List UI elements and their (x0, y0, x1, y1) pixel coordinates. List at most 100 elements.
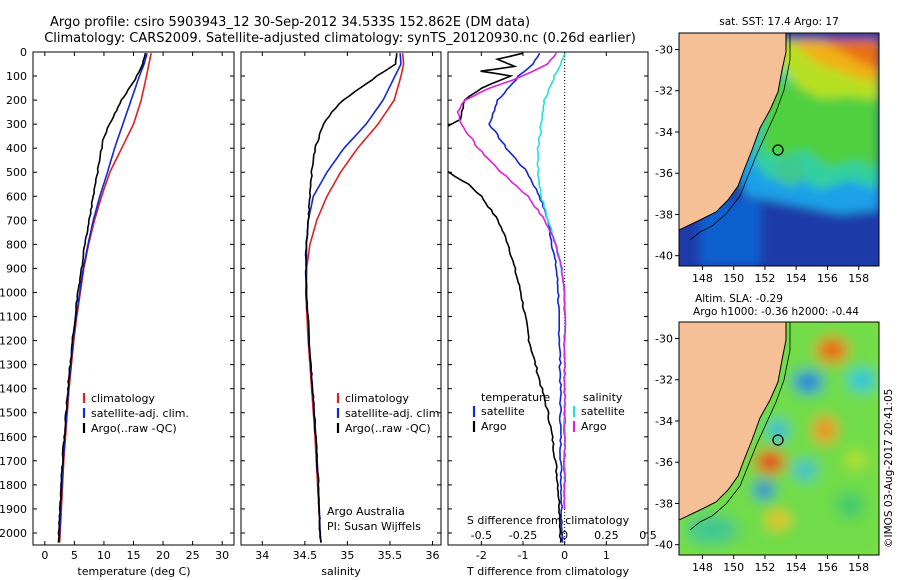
sla-map-ticks: -30 -32 -34 -36 -38 -40 148 150 152 154 156 158 (655, 332, 869, 574)
salinity-axes (240, 51, 442, 546)
depth-tick-label: 1100 (0, 311, 27, 324)
x-tick-label: 30 (215, 549, 229, 562)
depth-tick-label: 1600 (0, 431, 27, 444)
x-tick-label: 1 (603, 549, 610, 562)
depth-tick-label: 700 (6, 214, 27, 227)
map-lon-label: 154 (786, 561, 807, 574)
legend-label-argo: Argo(..raw -QC) (345, 422, 431, 435)
t-difference-axis-label: T difference from climatology (466, 565, 629, 578)
map-lat-label: -32 (655, 374, 673, 387)
series-line-argo (57, 53, 147, 543)
map-lat-label: -30 (655, 332, 673, 345)
map-lat-label: -38 (655, 208, 673, 221)
x-tick-label: -1 (518, 549, 529, 562)
legend-label-argo: Argo(..raw -QC) (91, 422, 177, 435)
map-lat-label: -30 (655, 43, 673, 56)
temperature-legend: climatology satellite-adj. clim. Argo(..… (82, 392, 189, 435)
s-diff-tick-label: -0.5 (471, 529, 492, 542)
map-lon-label: 150 (723, 561, 744, 574)
s-diff-tick-label: -0.25 (509, 529, 537, 542)
s-diff-tick-label: 0.5 (639, 529, 657, 542)
depth-tick-label: 900 (6, 262, 27, 275)
depth-tick-label: 800 (6, 238, 27, 251)
depth-tick-label: 0 (20, 46, 27, 59)
sst-map: sat. SST: 17.4 Argo: 17 -30-32-34-36-38-… (655, 16, 880, 285)
x-tick-label: 35 (340, 549, 354, 562)
depth-tick-label: 300 (6, 118, 27, 131)
temperature-axis-label: temperature (deg C) (77, 565, 190, 578)
series-line-salinity-Argo (456, 52, 567, 509)
legend-label-satellite: satellite-adj. clim. (345, 407, 443, 420)
x-tick-label: 10 (97, 549, 111, 562)
salinity-series (304, 53, 405, 543)
x-tick-label: 25 (186, 549, 200, 562)
legend-title-salinity: salinity (583, 391, 623, 404)
series-line-temperature-Argo (448, 52, 562, 543)
legend-title-temperature: temperature (481, 391, 550, 404)
legend-label-sal-satellite: satellite (581, 405, 625, 418)
legend-label-climatology: climatology (345, 392, 409, 405)
map-lon-label: 154 (786, 272, 807, 285)
title-line-1: Argo profile: csiro 5903943_12 30-Sep-20… (50, 15, 530, 30)
sst-map-ticks: -30 -32 -34 -36 -38 -40 148 150 152 154 156 158 (655, 43, 869, 285)
map-lat-label: -38 (655, 497, 673, 510)
depth-tick-label: 1800 (0, 479, 27, 492)
depth-tick-label: 400 (6, 142, 27, 155)
depth-tick-label: 2000 (0, 527, 27, 540)
depth-tick-labels: 0 100 200 300 400 500 600 700 800 900 1000 1100 1200… (0, 46, 27, 540)
sst-map-land (679, 33, 787, 231)
salinity-axis-label: salinity (321, 565, 361, 578)
map-lon-label: 156 (817, 272, 838, 285)
series-line-temperature-satellite (488, 52, 564, 543)
map-lat-label: -34 (655, 126, 673, 139)
x-tick-label: 34.5 (293, 549, 318, 562)
depth-tick-label: 1700 (0, 455, 27, 468)
s-diff-tick-label: 0 (561, 529, 568, 542)
x-tick-label: 15 (127, 549, 141, 562)
sst-map-title: sat. SST: 17.4 Argo: 17 (719, 16, 839, 28)
sla-map: Altim. SLA: -0.29 Argo h1000: -0.36 h200… (655, 293, 880, 574)
depth-tick-label: 1400 (0, 383, 27, 396)
map-lat-label: -34 (655, 415, 673, 428)
map-lon-label: 158 (848, 561, 869, 574)
x-tick-label: 35.5 (378, 549, 403, 562)
x-tick-label: 36 (425, 549, 439, 562)
depth-tick-label: 1200 (0, 335, 27, 348)
credit-text: ©IMOS 03-Aug-2017 20:41:05 (883, 389, 895, 548)
map-lon-label: 150 (723, 272, 744, 285)
depth-tick-label: 1300 (0, 359, 27, 372)
map-lon-label: 148 (692, 272, 713, 285)
depth-tick-label: 1000 (0, 286, 27, 299)
s-difference-axis-label: S difference from climatology (467, 514, 630, 527)
depth-tick-label: 200 (6, 94, 27, 107)
map-lon-label: 148 (692, 561, 713, 574)
argo-australia-label: Argo Australia (327, 505, 405, 518)
legend-label-temp-argo: Argo (481, 420, 507, 433)
difference-series (448, 52, 567, 543)
sla-map-title-2: Argo h1000: -0.36 h2000: -0.44 (693, 306, 859, 318)
salinity-legend: climatology satellite-adj. clim. Argo(..… (327, 392, 443, 533)
map-lon-label: 152 (754, 561, 775, 574)
depth-tick-label: 100 (6, 70, 27, 83)
sla-map-contour (689, 322, 791, 531)
map-lat-label: -36 (655, 167, 673, 180)
sla-map-frame (678, 321, 880, 556)
map-lat-label: -32 (655, 85, 673, 98)
sla-map-title-1: Altim. SLA: -0.29 (695, 293, 783, 305)
argo-float-marker (772, 144, 784, 156)
depth-tick-label: 600 (6, 190, 27, 203)
x-tick-label: 20 (156, 549, 170, 562)
sst-map-frame (678, 32, 880, 267)
map-lon-label: 152 (754, 272, 775, 285)
x-tick-label: 5 (71, 549, 78, 562)
series-line-argo (304, 53, 398, 543)
x-tick-label: 0 (41, 549, 48, 562)
map-lon-label: 158 (848, 272, 869, 285)
s-diff-tick-label: 0.25 (594, 529, 619, 542)
depth-tick-label: 500 (6, 166, 27, 179)
legend-label-sal-argo: Argo (581, 420, 607, 433)
temperature-series (57, 52, 152, 543)
legend-label-climatology: climatology (91, 392, 155, 405)
difference-axes (447, 51, 649, 546)
